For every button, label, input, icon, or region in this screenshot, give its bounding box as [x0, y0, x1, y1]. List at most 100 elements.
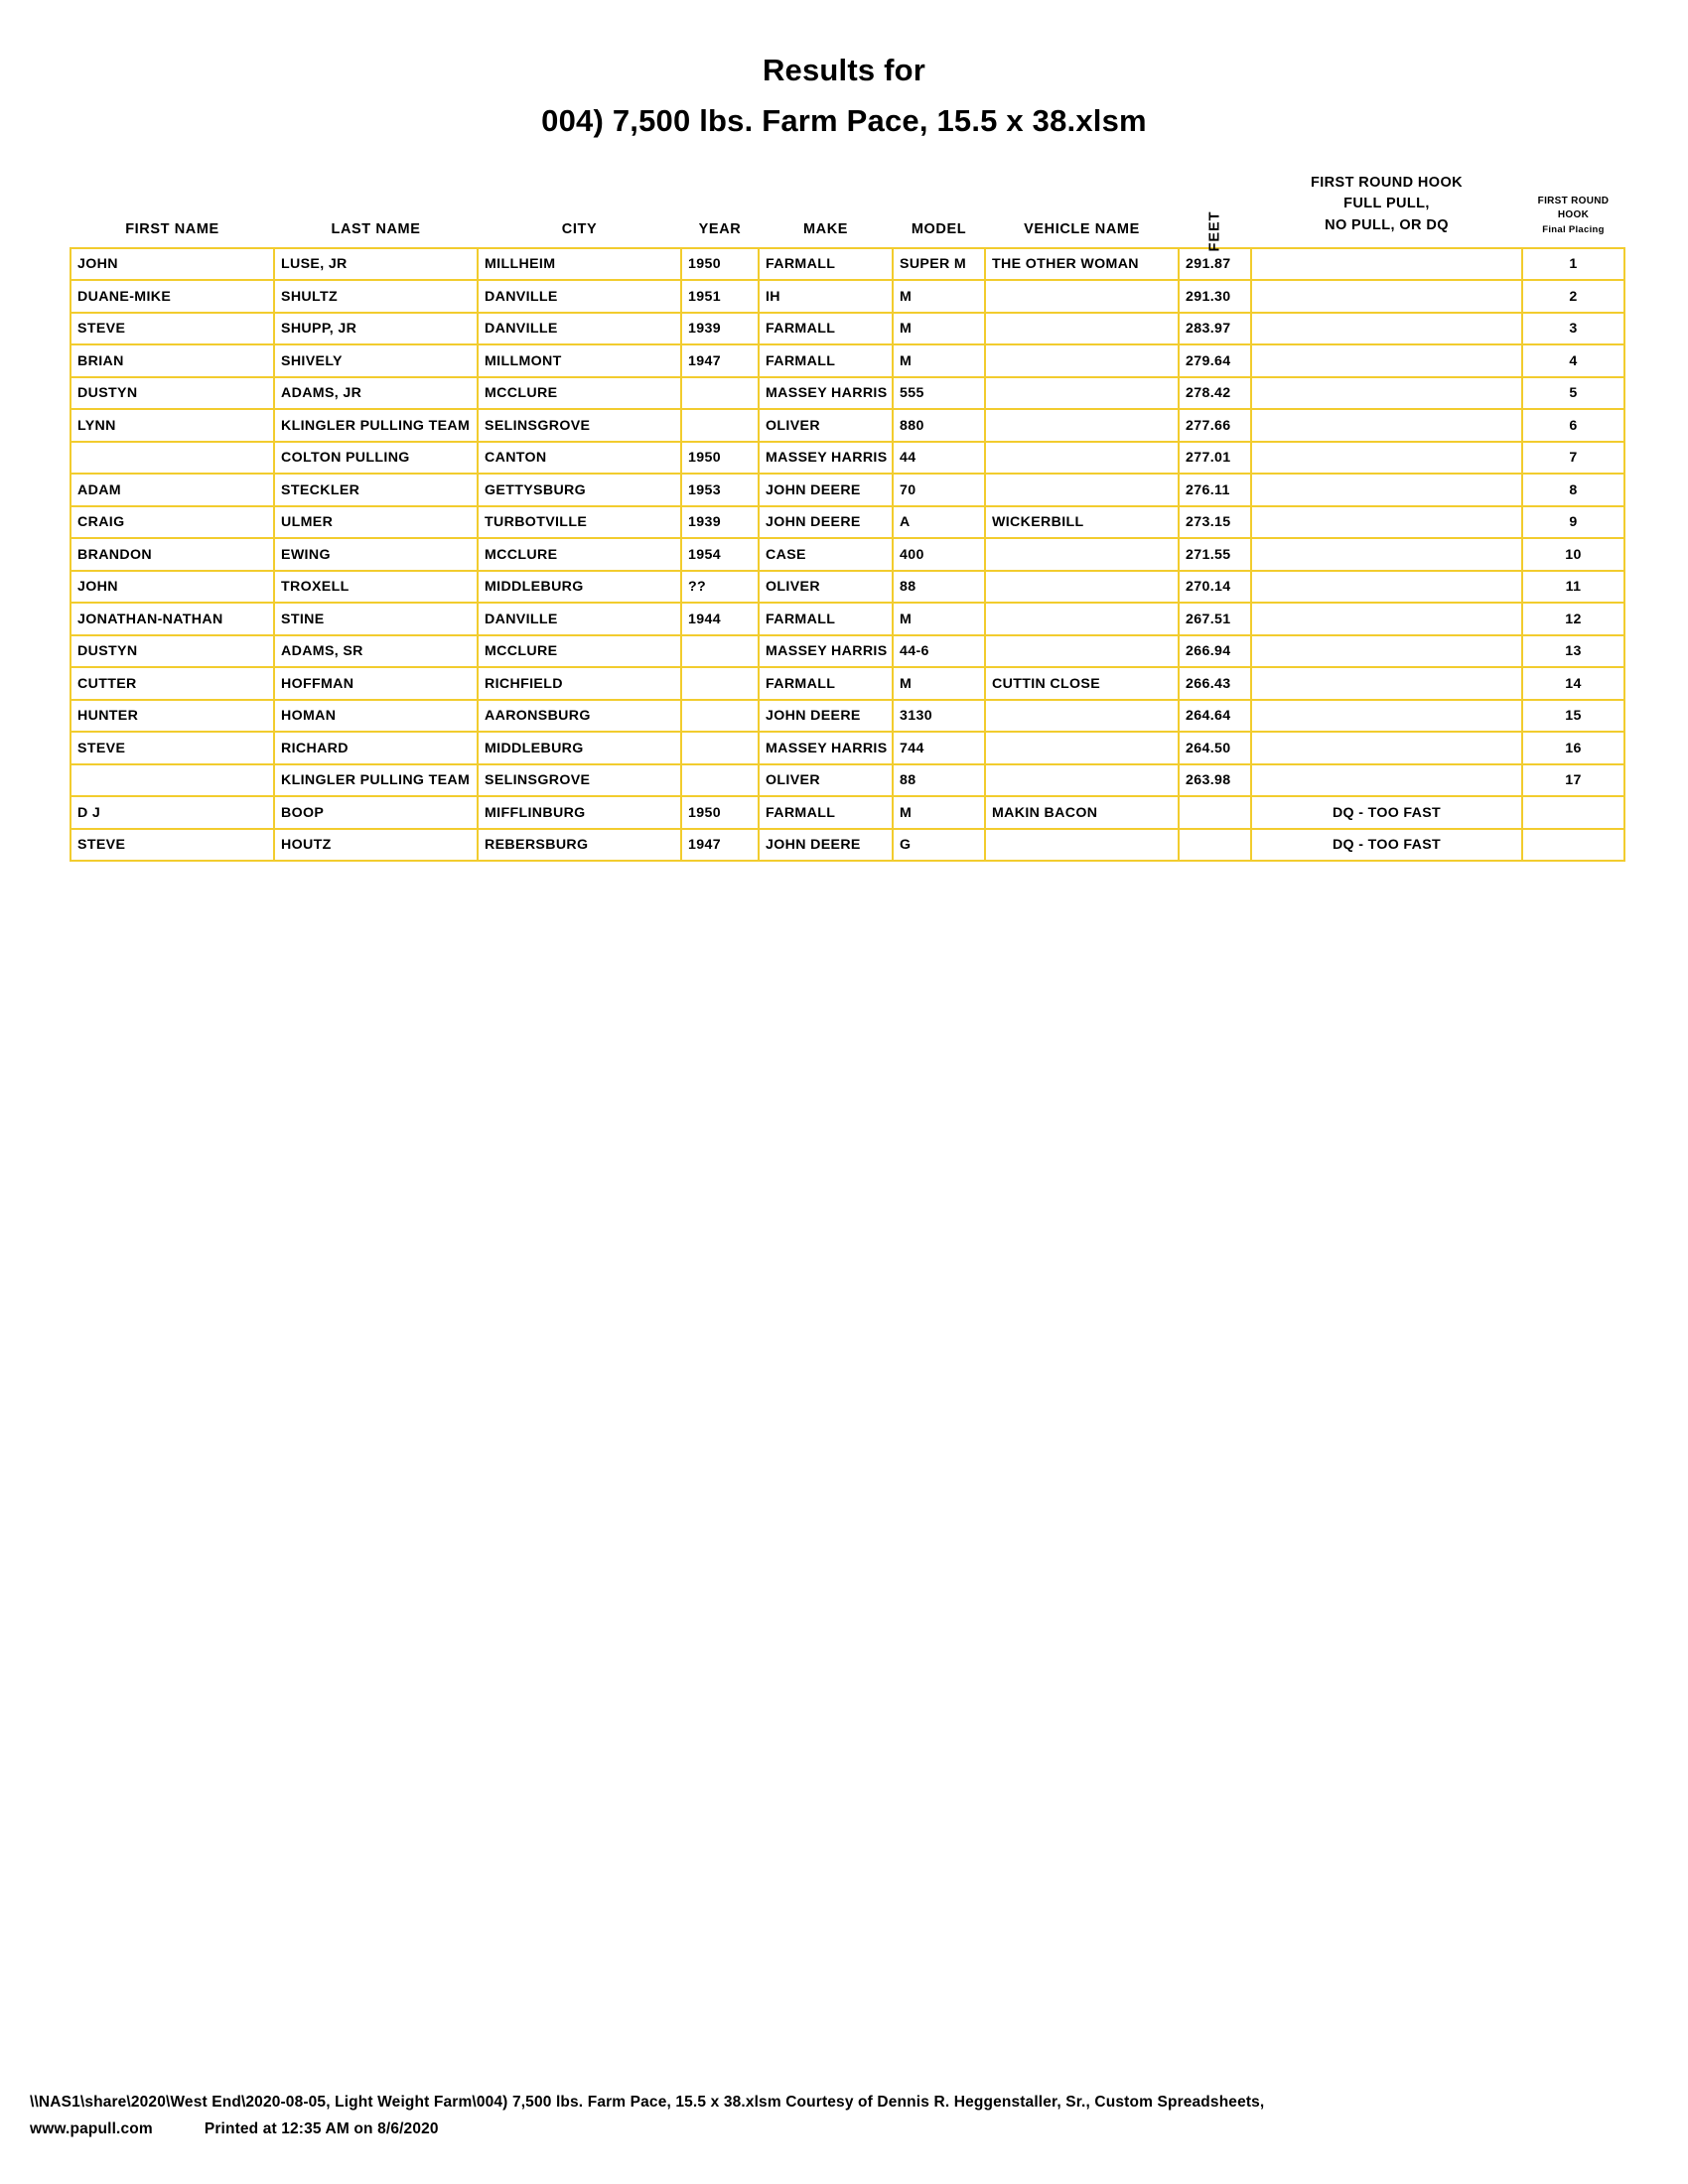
placing-header-line-1: FIRST ROUND: [1537, 195, 1610, 206]
table-row: BRIAN SHIVELY MILLMONT 1947 FARMALL M 279.64 4: [70, 343, 1625, 378]
hook-header-line-1: FIRST ROUND HOOK: [1310, 174, 1463, 191]
cell-first-name: CUTTER: [70, 666, 275, 701]
placing-header-line-2: HOOK: [1557, 209, 1590, 221]
cell-first-name: HUNTER: [70, 698, 275, 734]
cell-first-round-hook: [1250, 537, 1523, 572]
cell-first-name: STEVE: [70, 731, 275, 765]
cell-last-name: HOFFMAN: [273, 666, 479, 701]
cell-model: 880: [892, 408, 986, 443]
title-line-2: 004) 7,500 lbs. Farm Pace, 15.5 x 38.xls…: [541, 102, 1147, 138]
cell-year: [680, 375, 760, 411]
cell-final-placing: 15: [1521, 698, 1625, 734]
cell-feet: 270.14: [1178, 569, 1252, 605]
cell-last-name: SHULTZ: [273, 279, 479, 314]
cell-vehicle-name: [984, 827, 1180, 863]
cell-last-name: HOUTZ: [273, 827, 479, 863]
table-header: FIRST NAME LAST NAME CITY YEAR MAKE MODE…: [70, 172, 1624, 251]
cell-first-name: LYNN: [70, 408, 275, 443]
cell-make: JOHN DEERE: [758, 698, 894, 734]
column-header-last-name: LAST NAME: [274, 172, 478, 248]
cell-year: 1939: [680, 504, 760, 540]
cell-feet: 277.01: [1178, 440, 1252, 476]
cell-model: 3130: [892, 698, 986, 734]
cell-final-placing: 6: [1521, 408, 1625, 443]
column-header-make: MAKE: [759, 172, 893, 248]
cell-city: MCCLURE: [477, 633, 682, 669]
cell-vehicle-name: [984, 408, 1180, 443]
cell-make: MASSEY HARRIS: [758, 731, 894, 765]
cell-city: SELINSGROVE: [477, 408, 682, 443]
cell-final-placing: 7: [1521, 440, 1625, 476]
cell-feet: 266.94: [1178, 633, 1252, 669]
cell-feet: 291.87: [1178, 246, 1252, 282]
cell-model: 44-6: [892, 633, 986, 669]
cell-last-name: ADAMS, JR: [273, 375, 479, 411]
cell-year: [680, 408, 760, 443]
table-row: JONATHAN-NATHAN STINE DANVILLE 1944 FARMALL M…: [70, 602, 1625, 636]
cell-final-placing: 12: [1521, 602, 1625, 636]
cell-last-name: TROXELL: [273, 569, 479, 605]
footer-credits-line: www.papull.com Printed at 12:35 AM on 8/6…: [30, 2116, 1658, 2142]
cell-model: 744: [892, 731, 986, 765]
cell-first-round-hook: [1250, 440, 1523, 476]
cell-first-round-hook: DQ - TOO FAST: [1250, 795, 1523, 830]
table-row: LYNN KLINGLER PULLING TEAM SELINSGROVE OLIV…: [70, 408, 1625, 443]
cell-final-placing: 1: [1521, 246, 1625, 282]
footer-website[interactable]: www.papull.com: [30, 2119, 153, 2137]
cell-first-name: CRAIG: [70, 504, 275, 540]
title-line-1: Results for: [762, 53, 926, 87]
cell-first-round-hook: [1250, 473, 1523, 507]
cell-model: 555: [892, 375, 986, 411]
cell-vehicle-name: [984, 762, 1180, 798]
cell-vehicle-name: CUTTIN CLOSE: [984, 666, 1180, 701]
cell-first-name: DUANE-MIKE: [70, 279, 275, 314]
cell-city: GETTYSBURG: [477, 473, 682, 507]
cell-last-name: ADAMS, SR: [273, 633, 479, 669]
cell-vehicle-name: [984, 343, 1180, 378]
cell-make: JOHN DEERE: [758, 504, 894, 540]
table-body: JOHN LUSE, JR MILLHEIM 1950 FARMALL SUPER M TH…: [70, 246, 1625, 863]
placing-header-line-3: Final Placing: [1542, 223, 1605, 235]
cell-first-name: JOHN: [70, 246, 275, 282]
cell-first-round-hook: [1250, 246, 1523, 282]
table-row: STEVE SHUPP, JR DANVILLE 1939 FARMALL M 283.97…: [70, 311, 1625, 346]
cell-final-placing: 9: [1521, 504, 1625, 540]
column-header-final-placing: FIRST ROUND HOOK Final Placing: [1522, 172, 1624, 248]
cell-year: 1954: [680, 537, 760, 572]
cell-first-name: STEVE: [70, 311, 275, 346]
cell-last-name: SHIVELY: [273, 343, 479, 378]
table-row: STEVE RICHARD MIDDLEBURG MASSEY HARRIS 744 26…: [70, 731, 1625, 765]
cell-first-round-hook: [1250, 343, 1523, 378]
cell-year: 1947: [680, 827, 760, 863]
cell-first-round-hook: [1250, 375, 1523, 411]
cell-year: 1944: [680, 602, 760, 636]
cell-feet: 266.43: [1178, 666, 1252, 701]
page-footer: \\NAS1\share\2020\West End\2020-08-05, L…: [30, 2089, 1658, 2142]
cell-feet: 264.50: [1178, 731, 1252, 765]
cell-vehicle-name: [984, 279, 1180, 314]
cell-first-name: DUSTYN: [70, 633, 275, 669]
cell-year: 1939: [680, 311, 760, 346]
cell-feet: [1178, 827, 1252, 863]
column-header-vehicle-name: VEHICLE NAME: [985, 172, 1179, 248]
cell-model: 88: [892, 762, 986, 798]
cell-last-name: STINE: [273, 602, 479, 636]
cell-city: MCCLURE: [477, 537, 682, 572]
table-row: DUANE-MIKE SHULTZ DANVILLE 1951 IH M 291.30 2: [70, 279, 1625, 314]
cell-city: CANTON: [477, 440, 682, 476]
cell-vehicle-name: [984, 569, 1180, 605]
cell-final-placing: 14: [1521, 666, 1625, 701]
cell-first-name: BRANDON: [70, 537, 275, 572]
cell-first-name: [70, 440, 275, 476]
cell-vehicle-name: [984, 602, 1180, 636]
table-row: DUSTYN ADAMS, SR MCCLURE MASSEY HARRIS 44-6 2…: [70, 633, 1625, 669]
cell-feet: 277.66: [1178, 408, 1252, 443]
cell-city: MIDDLEBURG: [477, 731, 682, 765]
cell-feet: 278.42: [1178, 375, 1252, 411]
cell-final-placing: 8: [1521, 473, 1625, 507]
table-row: DUSTYN ADAMS, JR MCCLURE MASSEY HARRIS 555 27…: [70, 375, 1625, 411]
cell-model: 70: [892, 473, 986, 507]
cell-year: 1950: [680, 246, 760, 282]
cell-first-round-hook: [1250, 762, 1523, 798]
